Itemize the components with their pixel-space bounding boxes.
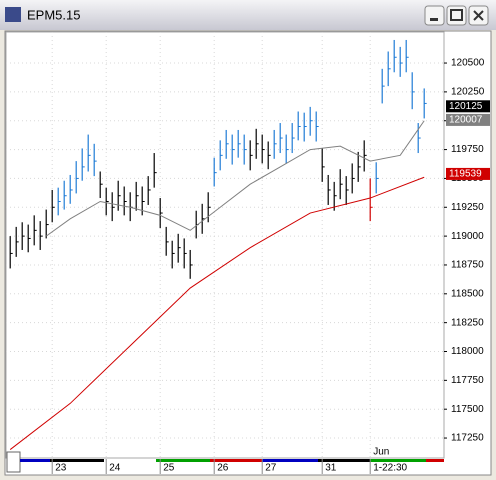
month-label: Jun: [373, 447, 389, 458]
y-tick-label: 118500: [451, 288, 484, 299]
close-icon: [473, 10, 484, 21]
strip-segment: [20, 459, 50, 462]
window-title: EPM5.15: [27, 7, 80, 22]
y-tick-label: 119250: [451, 202, 484, 213]
price-marker: [446, 100, 490, 113]
y-tick-label: 117750: [451, 375, 484, 386]
x-tick-label: 31: [325, 463, 337, 474]
price-marker-label: 120125: [449, 101, 483, 112]
strip-segment: [50, 459, 104, 462]
y-tick-label: 119000: [451, 231, 484, 242]
y-tick-label: 120250: [451, 87, 485, 98]
x-tick-label: 26: [217, 463, 229, 474]
strip-segment: [104, 459, 156, 462]
strip-segment: [426, 459, 444, 462]
y-tick-label: 118750: [451, 260, 484, 271]
y-tick-label: 119750: [451, 144, 484, 155]
strip-segment: [210, 459, 262, 462]
price-marker-label: 119539: [449, 169, 482, 180]
strip-segment: [156, 459, 210, 462]
maximize-button[interactable]: [446, 5, 467, 26]
minimize-icon: [430, 18, 438, 21]
y-tick-label: 117500: [451, 404, 484, 415]
moving-average: [9, 176, 425, 450]
moving-average: [45, 120, 425, 237]
price-marker: [446, 167, 490, 180]
strip-segment: [262, 459, 318, 462]
y-tick-label: 117250: [451, 433, 484, 444]
x-tick-label: 27: [265, 463, 277, 474]
title-bar: [0, 0, 496, 30]
x-tick-label: 24: [109, 463, 121, 474]
plot-area: [5, 31, 445, 459]
y-tick-label: 118250: [451, 317, 484, 328]
price-marker: [446, 113, 490, 126]
strip-segment: [318, 459, 370, 462]
strip-segment: [370, 459, 426, 462]
x-tick-label: 1-22:30: [373, 463, 407, 474]
minimize-button[interactable]: [424, 5, 445, 26]
x-tick-label: 23: [55, 463, 67, 474]
y-tick-label: 118000: [451, 346, 484, 357]
app-icon: [5, 7, 21, 22]
x-tick-label: 25: [163, 463, 175, 474]
y-tick-label: 120500: [451, 58, 485, 69]
price-marker-label: 120007: [449, 115, 483, 126]
scroll-box[interactable]: [6, 451, 21, 473]
session-strip: [20, 459, 444, 462]
maximize-icon: [450, 9, 463, 21]
